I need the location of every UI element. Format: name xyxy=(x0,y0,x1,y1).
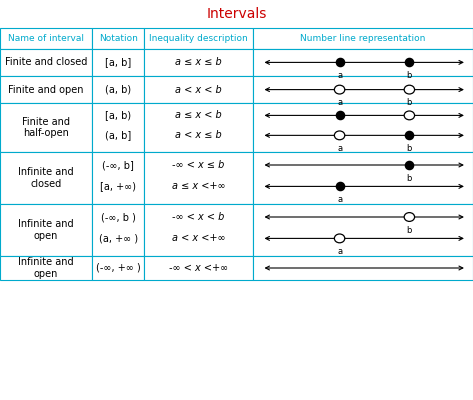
Point xyxy=(405,162,413,168)
Bar xyxy=(0,204,92,256)
Bar xyxy=(253,152,473,204)
Text: Finite and open: Finite and open xyxy=(9,84,84,94)
Text: Intervals: Intervals xyxy=(206,7,267,21)
Text: b: b xyxy=(407,174,412,183)
Bar xyxy=(253,256,473,280)
Text: a ≤ x <+∞: a ≤ x <+∞ xyxy=(172,181,226,191)
Text: b: b xyxy=(407,226,412,235)
Bar xyxy=(144,152,253,204)
Text: -∞ < x <+∞: -∞ < x <+∞ xyxy=(169,263,228,273)
Point xyxy=(405,132,413,138)
Bar xyxy=(144,103,253,152)
Point xyxy=(336,59,343,66)
Text: Notation: Notation xyxy=(99,34,138,43)
Point xyxy=(336,183,343,190)
Text: -∞ < x ≤ b: -∞ < x ≤ b xyxy=(173,160,225,170)
Point xyxy=(405,59,413,66)
Circle shape xyxy=(334,131,345,140)
Bar xyxy=(0,256,92,280)
Text: a: a xyxy=(337,71,342,80)
Text: (a, b]: (a, b] xyxy=(105,130,131,140)
Text: Inequality description: Inequality description xyxy=(149,34,248,43)
Point xyxy=(336,112,343,118)
Bar xyxy=(253,49,473,76)
Bar xyxy=(0,152,92,204)
Bar xyxy=(92,204,144,256)
Text: a: a xyxy=(337,195,342,204)
Text: a: a xyxy=(337,144,342,153)
Text: a ≤ x < b: a ≤ x < b xyxy=(175,110,222,120)
Text: Infinite and
open: Infinite and open xyxy=(18,257,74,279)
Text: a < x ≤ b: a < x ≤ b xyxy=(175,130,222,140)
Text: a: a xyxy=(337,247,342,256)
Text: Finite and closed: Finite and closed xyxy=(5,57,88,67)
Text: a < x <+∞: a < x <+∞ xyxy=(172,234,226,243)
Bar xyxy=(92,28,144,49)
Bar xyxy=(0,76,92,103)
Bar xyxy=(144,28,253,49)
Bar xyxy=(0,28,92,49)
Bar xyxy=(253,103,473,152)
Bar xyxy=(0,103,92,152)
Bar xyxy=(92,49,144,76)
Circle shape xyxy=(334,85,345,94)
Bar xyxy=(92,256,144,280)
Circle shape xyxy=(404,85,414,94)
Text: Number line representation: Number line representation xyxy=(300,34,426,43)
Circle shape xyxy=(404,111,414,120)
Text: a < x < b: a < x < b xyxy=(175,84,222,94)
Bar xyxy=(144,204,253,256)
Text: -∞ < x < b: -∞ < x < b xyxy=(173,212,225,222)
Circle shape xyxy=(404,213,414,222)
Text: Finite and
half-open: Finite and half-open xyxy=(22,117,70,138)
Bar xyxy=(144,256,253,280)
Text: b: b xyxy=(407,144,412,153)
Text: a ≤ x ≤ b: a ≤ x ≤ b xyxy=(175,57,222,67)
Text: Infinite and
closed: Infinite and closed xyxy=(18,167,74,189)
Circle shape xyxy=(334,234,345,243)
Text: (a, +∞ ): (a, +∞ ) xyxy=(99,234,138,243)
Bar xyxy=(144,49,253,76)
Bar xyxy=(144,76,253,103)
Text: a: a xyxy=(337,98,342,107)
Text: (-∞, b ): (-∞, b ) xyxy=(101,212,136,222)
Text: Infinite and
open: Infinite and open xyxy=(18,219,74,241)
Text: Name of interval: Name of interval xyxy=(8,34,84,43)
Bar xyxy=(253,204,473,256)
Text: b: b xyxy=(407,71,412,80)
Text: [a, b]: [a, b] xyxy=(105,57,131,67)
Text: [a, +∞): [a, +∞) xyxy=(100,181,136,191)
Bar xyxy=(253,28,473,49)
Text: b: b xyxy=(407,98,412,107)
Text: (-∞, b]: (-∞, b] xyxy=(102,160,134,170)
Bar xyxy=(253,76,473,103)
Text: [a, b): [a, b) xyxy=(105,110,131,120)
Bar xyxy=(0,49,92,76)
Bar xyxy=(92,152,144,204)
Bar xyxy=(92,103,144,152)
Bar xyxy=(92,76,144,103)
Text: (-∞, +∞ ): (-∞, +∞ ) xyxy=(96,263,140,273)
Text: (a, b): (a, b) xyxy=(105,84,131,94)
